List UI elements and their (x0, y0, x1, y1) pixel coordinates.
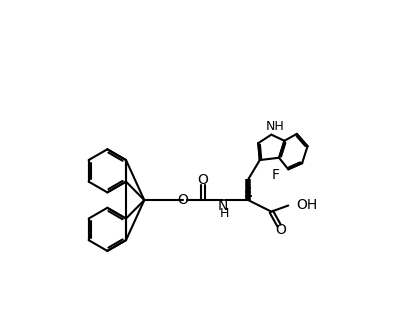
Text: F: F (271, 168, 279, 182)
Text: NH: NH (266, 120, 284, 133)
Text: O: O (275, 223, 286, 237)
Text: N: N (218, 199, 228, 213)
Text: O: O (197, 173, 208, 187)
Text: OH: OH (296, 198, 317, 212)
Text: H: H (220, 207, 229, 220)
Text: O: O (177, 193, 188, 207)
